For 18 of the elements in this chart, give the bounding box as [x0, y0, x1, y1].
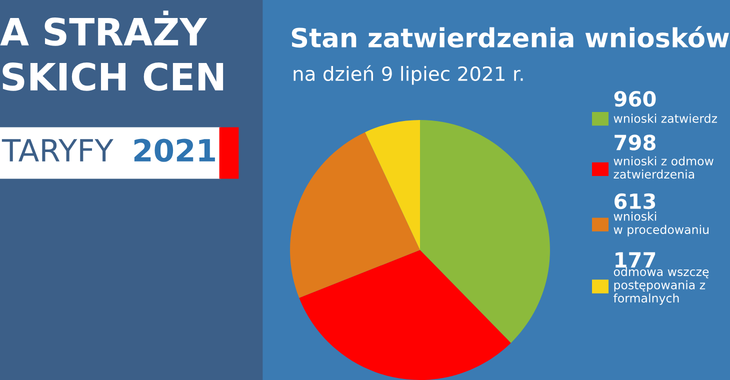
- text: 2021: [134, 138, 215, 162]
- data-label: 613: [614, 193, 656, 210]
- legend-label: wnioski zatwierdz: [614, 114, 717, 123]
- pie-slice: [290, 132, 420, 298]
- text: A STRAŻY: [0, 10, 208, 46]
- pie-slice: [299, 250, 511, 380]
- text: TARYFY: [2, 139, 114, 162]
- legend-label: odmowa wszczę postępowania z formalnych: [614, 267, 709, 305]
- pie-slice: [420, 120, 550, 343]
- pie-slice: [365, 120, 420, 250]
- text: SKICH CEN: [2, 62, 224, 91]
- legend-label: wnioski w procedowaniu: [614, 212, 708, 236]
- chart-title: Stan zatwierdzenia wniosków: [292, 26, 729, 48]
- data-label: 960: [614, 90, 656, 107]
- chart-subtitle: na dzień 9 lipiec 2021 r.: [294, 65, 523, 85]
- data-label: 798: [614, 134, 656, 150]
- data-label: 177: [616, 252, 656, 268]
- legend-label: wnioski z odmow zatwierdzenia: [614, 156, 714, 179]
